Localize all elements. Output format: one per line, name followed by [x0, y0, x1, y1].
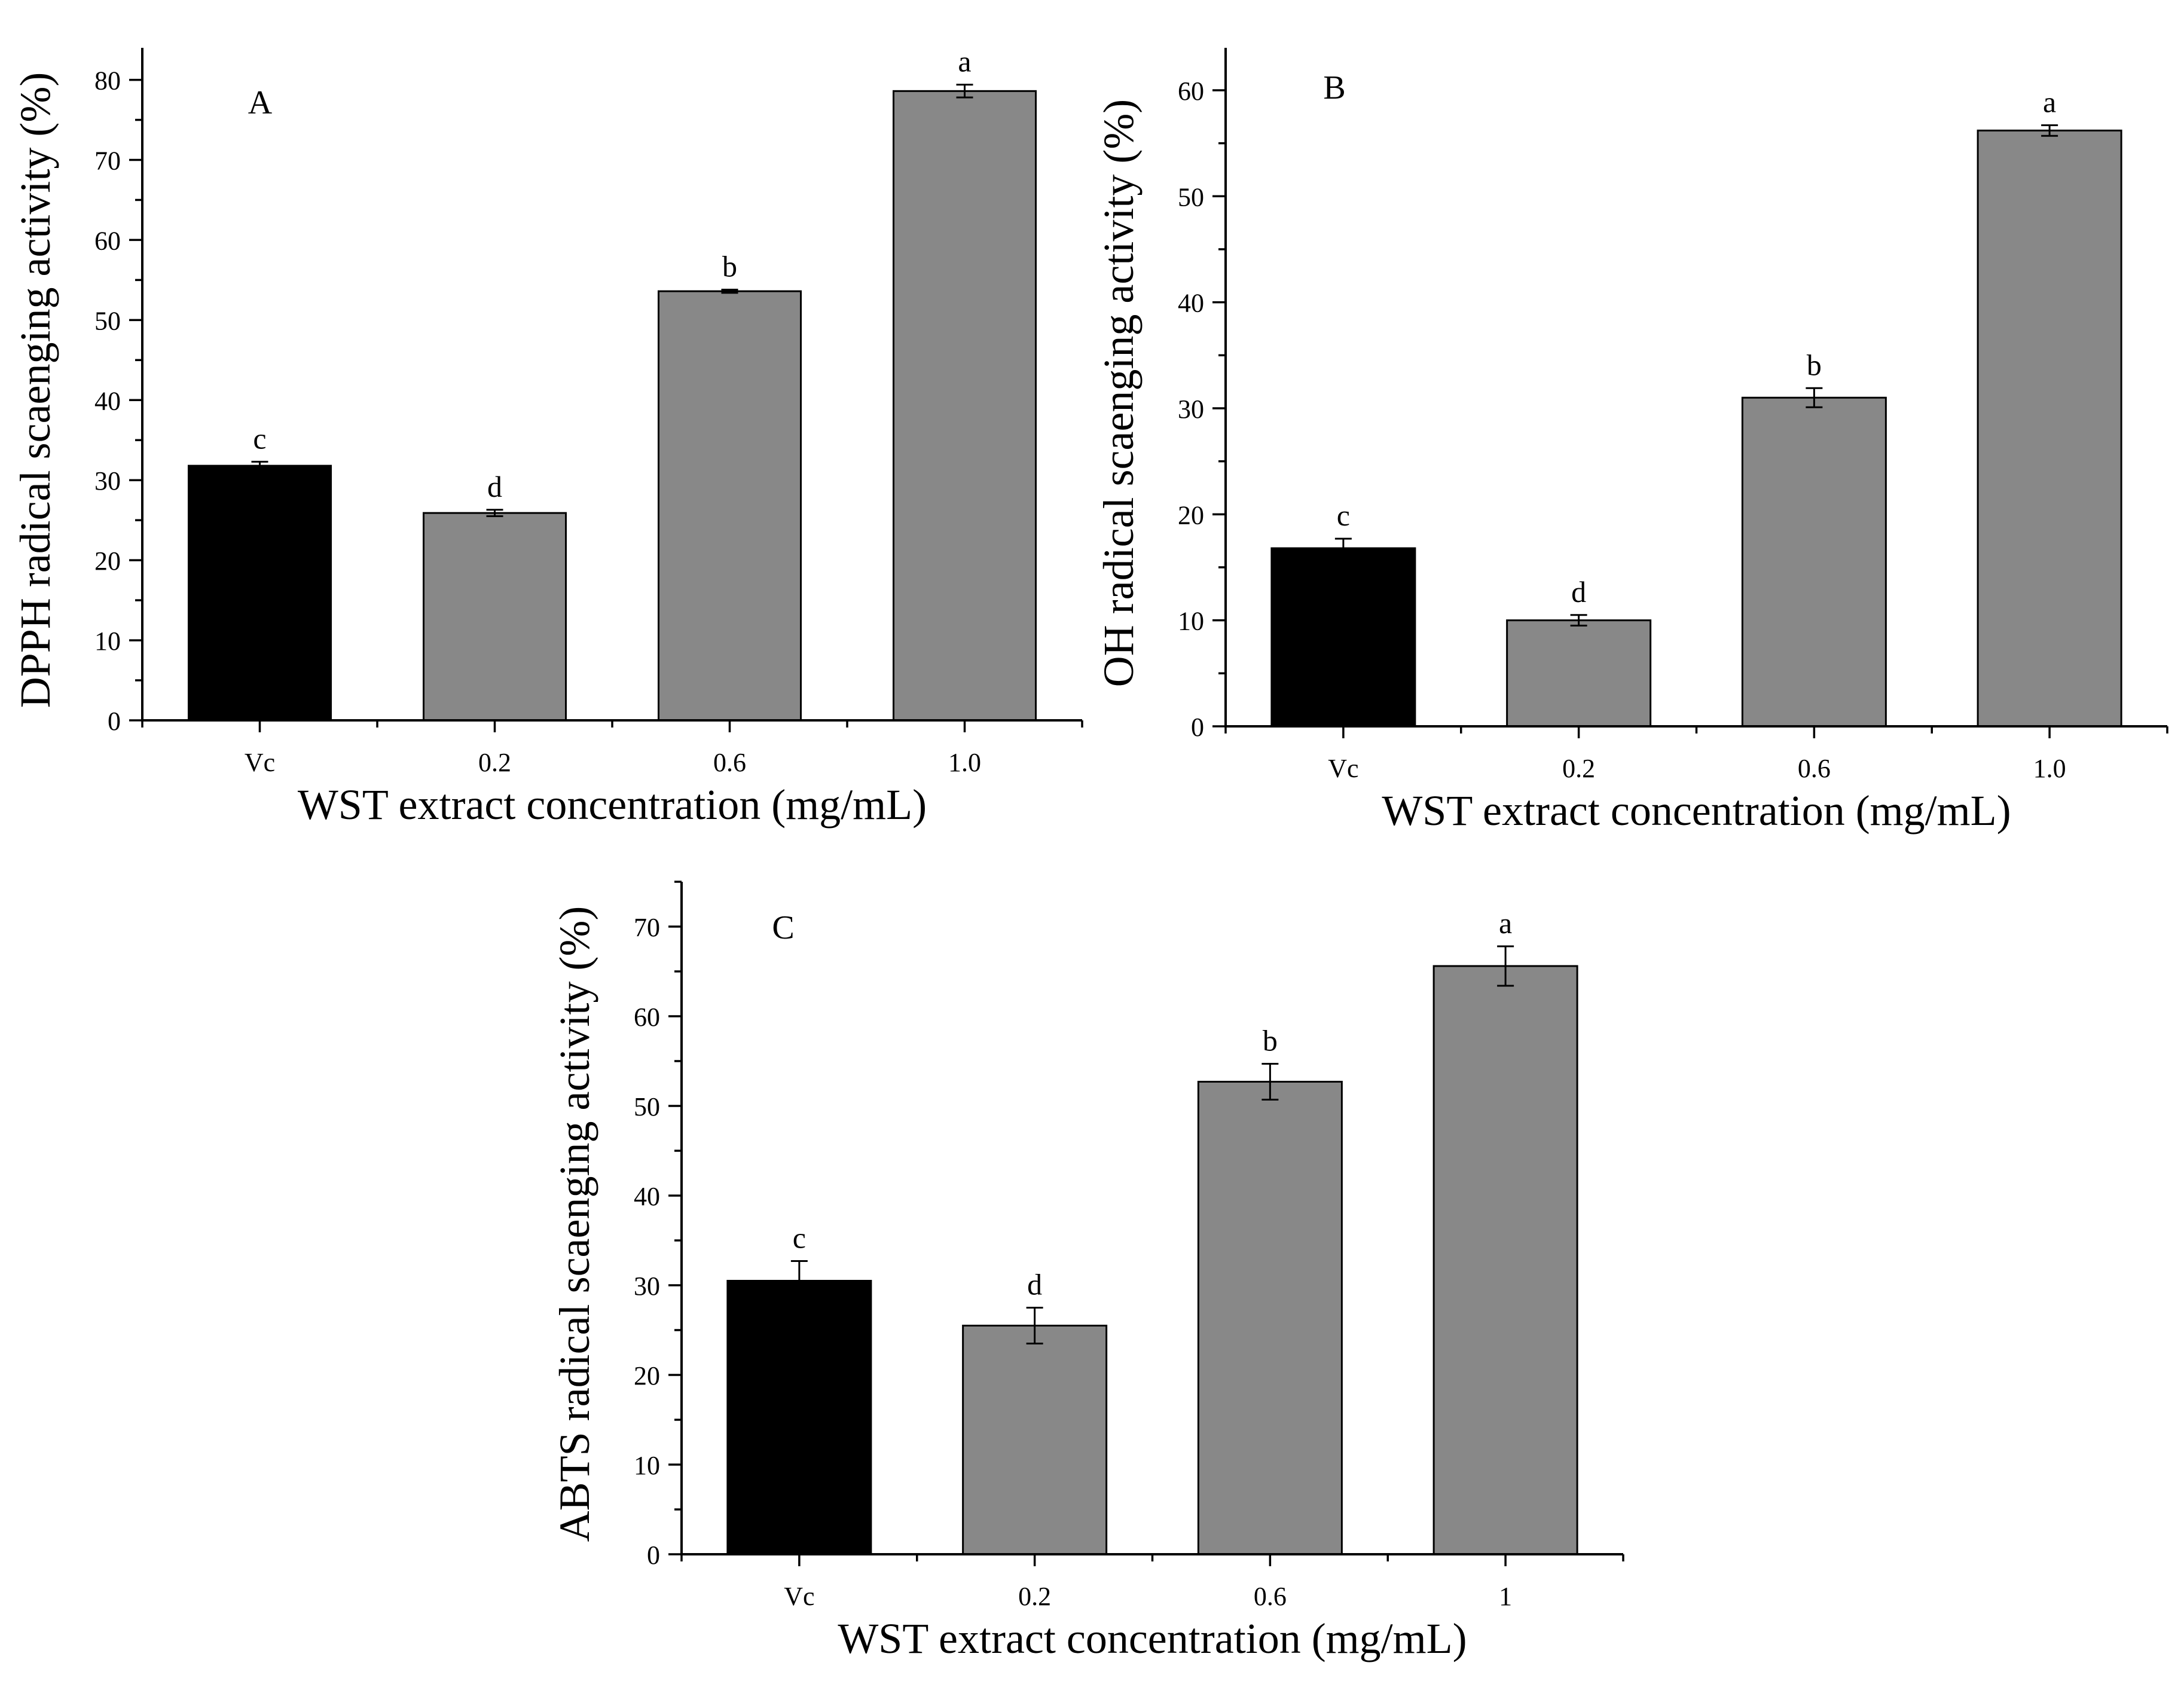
- y-tick-label: 40: [1178, 289, 1204, 318]
- x-axis-title: WST extract concentration (mg/mL): [1382, 787, 2011, 835]
- error-bar: [790, 1260, 808, 1301]
- x-tick-label: 0.2: [1562, 754, 1595, 783]
- x-tick-label: 0.2: [1018, 1582, 1051, 1611]
- bar: [658, 290, 802, 722]
- bar: [962, 1325, 1108, 1555]
- bar: [1197, 1081, 1343, 1555]
- significance-label: b: [1263, 1024, 1278, 1057]
- y-tick-label: 50: [94, 306, 121, 335]
- x-tick-label: Vc: [1328, 754, 1358, 783]
- y-tick-label: 20: [1178, 500, 1204, 530]
- bar: [726, 1280, 872, 1555]
- error-bar: [2041, 124, 2058, 137]
- y-tick-label: 40: [634, 1182, 660, 1211]
- y-tick-label: 80: [94, 66, 121, 96]
- bar: [1270, 547, 1416, 728]
- y-tick-label: 40: [94, 386, 121, 415]
- x-tick-label: 1: [1499, 1582, 1512, 1611]
- bar: [1977, 129, 2122, 728]
- y-axis-title: ABTS radical scaenging activity (%): [551, 906, 598, 1542]
- error-bar: [486, 509, 503, 517]
- bar: [1741, 396, 1887, 728]
- y-axis-title: OH radical scaenging activity (%): [1095, 99, 1143, 687]
- y-tick-label: 20: [94, 546, 121, 576]
- significance-label: d: [1027, 1268, 1042, 1301]
- panel-label: C: [772, 909, 794, 946]
- error-bar: [251, 460, 268, 471]
- chart-panel-a: c d b a 0 10 20 30 40 50 60 70 80 Vc 0.2 0.6 1.0 WST extr…: [11, 45, 1083, 829]
- bar: [188, 464, 332, 722]
- significance-label: c: [1337, 499, 1350, 532]
- significance-label: a: [958, 45, 971, 78]
- error-bar: [1806, 387, 1823, 408]
- x-tick-label: 0.6: [1254, 1582, 1287, 1611]
- chart-panel-c: c d b a 0 10 20 30 40 50 60 70 Vc 0.2 0.6 1 WST extract …: [551, 881, 1624, 1662]
- bar: [423, 512, 567, 722]
- y-tick-label: 30: [1178, 395, 1204, 424]
- y-tick-label: 60: [634, 1003, 660, 1032]
- y-tick-label: 50: [634, 1092, 660, 1121]
- significance-label: d: [1571, 575, 1586, 609]
- significance-label: b: [722, 249, 737, 283]
- y-tick-label: 0: [108, 707, 121, 736]
- x-axis-title: WST extract concentration (mg/mL): [298, 781, 927, 829]
- bar: [1506, 619, 1652, 728]
- error-bar: [1570, 614, 1587, 627]
- significance-label: c: [253, 421, 266, 455]
- y-tick-label: 10: [1178, 607, 1204, 636]
- y-tick-label: 70: [634, 913, 660, 942]
- y-axis-title: DPPH radical scaenging activity (%): [11, 72, 59, 708]
- panel-label: B: [1323, 69, 1345, 106]
- y-tick-label: 70: [94, 146, 121, 176]
- error-bar: [956, 84, 973, 99]
- error-bar: [1261, 1063, 1279, 1101]
- y-tick-label: 50: [1178, 182, 1204, 212]
- significance-label: d: [487, 470, 502, 503]
- error-bar: [1497, 945, 1514, 987]
- y-tick-label: 10: [634, 1451, 660, 1480]
- x-axis-title: WST extract concentration (mg/mL): [838, 1615, 1467, 1662]
- x-tick-label: Vc: [784, 1582, 814, 1611]
- panel-label: A: [248, 84, 273, 121]
- x-tick-label: Vc: [245, 748, 275, 777]
- y-tick-label: 0: [647, 1541, 660, 1570]
- significance-label: a: [1499, 906, 1512, 940]
- y-tick-label: 10: [94, 626, 121, 656]
- error-bar: [1334, 537, 1352, 559]
- x-tick-label: 1.0: [2033, 754, 2066, 783]
- y-tick-label: 20: [634, 1361, 660, 1390]
- y-tick-label: 60: [1178, 77, 1204, 106]
- y-tick-label: 30: [94, 466, 121, 496]
- x-tick-label: 0.6: [713, 748, 746, 777]
- x-tick-label: 0.2: [478, 748, 511, 777]
- error-bar: [721, 288, 738, 294]
- bar: [893, 90, 1037, 722]
- x-tick-label: 1.0: [948, 748, 981, 777]
- significance-label: b: [1807, 348, 1822, 381]
- y-tick-label: 60: [94, 226, 121, 255]
- error-bar: [1026, 1307, 1043, 1344]
- chart-panel-b: c d b a 0 10 20 30 40 50 60 Vc 0.2 0.6 1.0 WST extract …: [1095, 48, 2168, 835]
- x-tick-label: 0.6: [1798, 754, 1831, 783]
- bar: [1432, 965, 1578, 1555]
- significance-label: a: [2043, 85, 2056, 118]
- significance-label: c: [793, 1221, 806, 1255]
- y-tick-label: 0: [1191, 713, 1204, 742]
- y-tick-label: 30: [634, 1272, 660, 1301]
